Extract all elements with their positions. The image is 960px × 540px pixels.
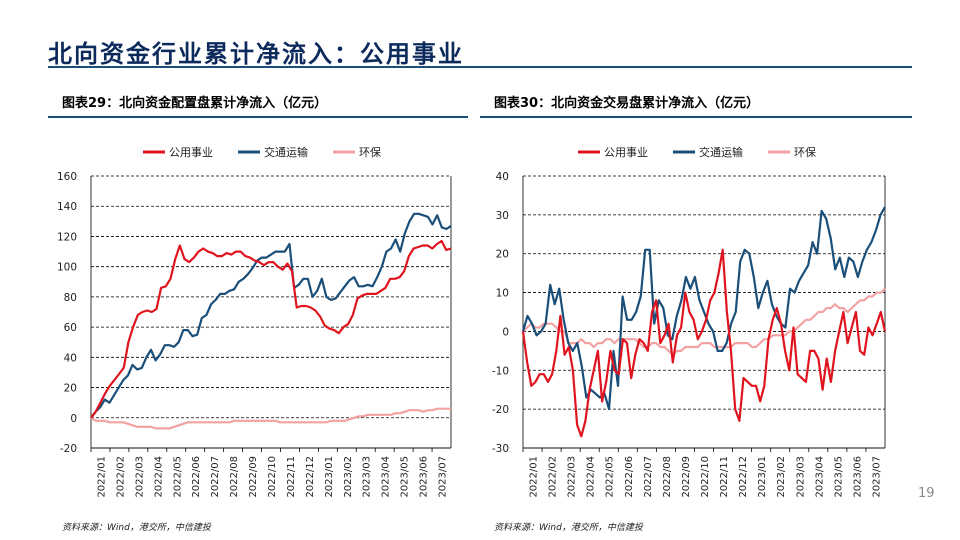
- page-number: 19: [918, 486, 935, 501]
- x-tick-label: 2023/01: [324, 456, 335, 498]
- y-tick-label: 140: [57, 201, 77, 213]
- y-tick-label: 80: [64, 292, 77, 304]
- y-tick-label: -20: [60, 443, 77, 455]
- x-tick-label: 2023/06: [419, 456, 430, 498]
- x-tick-label: 2023/05: [400, 456, 411, 498]
- chart-30-caption-divider: [480, 116, 912, 118]
- series-line-2: [90, 407, 451, 430]
- x-tick-label: 2022/01: [96, 456, 107, 498]
- x-tick-label: 2023/07: [438, 456, 449, 498]
- x-tick-label: 2023/04: [814, 456, 825, 498]
- series-line-1: [521, 206, 886, 411]
- y-tick-label: 20: [64, 383, 77, 395]
- chart-30-source-note: 资料来源：Wind，港交所，中信建投: [494, 523, 643, 533]
- y-tick-label: 20: [496, 249, 509, 261]
- series-line-2: [522, 287, 886, 356]
- legend-label-0: 公用事业: [604, 146, 648, 159]
- chart-30-caption: 图表30：北向资金交易盘累计净流入（亿元）: [494, 96, 760, 111]
- y-tick-label: -30: [492, 443, 509, 455]
- y-tick-label: 60: [64, 322, 77, 334]
- x-tick-label: 2023/05: [833, 456, 844, 498]
- x-tick-label: 2022/05: [172, 456, 183, 498]
- y-tick-label: 100: [57, 262, 77, 274]
- y-tick-label: 0: [502, 326, 509, 338]
- y-tick-label: 120: [57, 231, 77, 243]
- x-tick-label: 2022/06: [624, 456, 635, 498]
- y-tick-label: -10: [492, 365, 509, 377]
- y-tick-label: 40: [64, 352, 77, 364]
- x-tick-label: 2022/10: [700, 456, 711, 498]
- x-tick-label: 2022/09: [681, 456, 692, 498]
- legend-label-2: 环保: [794, 145, 816, 159]
- chart-29-source-note: 资料来源：Wind，港交所，中信建投: [62, 523, 211, 533]
- x-tick-label: 2022/03: [134, 456, 145, 498]
- x-tick-label: 2022/08: [662, 456, 673, 498]
- y-tick-label: -20: [492, 404, 509, 416]
- x-tick-label: 2022/01: [529, 456, 540, 498]
- title-divider: [48, 66, 912, 68]
- chart-29-cumulative-inflow: 公用事业 交通运输 环保 -20 0 20 40 60 80 100 120 140 160 2022/0…: [57, 145, 452, 498]
- series-line-1: [90, 212, 452, 419]
- legend-label-1: 交通运输: [699, 145, 743, 159]
- x-tick-label: 2022/12: [738, 456, 749, 498]
- x-tick-label: 2023/02: [776, 456, 787, 498]
- y-tick-label: 40: [496, 171, 509, 183]
- series-line-0: [90, 239, 452, 419]
- x-tick-label: 2022/10: [267, 456, 278, 498]
- x-tick-label: 2023/04: [381, 456, 392, 498]
- x-tick-label: 2023/07: [871, 456, 882, 498]
- y-tick-label: 160: [57, 171, 77, 183]
- chart-30-cumulative-inflow: 公用事业 交通运输 环保 -30 -20 -10 0 10 20 30 40 2022/01 2022/…: [492, 145, 887, 498]
- x-tick-label: 2022/11: [286, 456, 297, 498]
- y-tick-label: 10: [496, 288, 509, 300]
- x-tick-label: 2022/07: [210, 456, 221, 498]
- x-tick-label: 2022/04: [586, 456, 597, 498]
- x-tick-label: 2023/02: [343, 456, 354, 498]
- x-tick-label: 2022/04: [153, 456, 164, 498]
- legend-label-1: 交通运输: [264, 145, 308, 159]
- x-tick-label: 2022/11: [719, 456, 730, 498]
- chart-29-caption-divider: [48, 116, 468, 118]
- legend-label-2: 环保: [359, 145, 381, 159]
- series-line-0: [521, 248, 887, 438]
- x-tick-label: 2022/06: [191, 456, 202, 498]
- x-tick-label: 2022/03: [567, 456, 578, 498]
- x-tick-label: 2023/03: [362, 456, 373, 498]
- x-tick-label: 2022/07: [643, 456, 654, 498]
- x-tick-label: 2022/02: [548, 456, 559, 498]
- x-tick-label: 2022/12: [305, 456, 316, 498]
- chart-29-caption: 图表29：北向资金配置盘累计净流入（亿元）: [62, 96, 328, 111]
- slide-title: 北向资金行业累计净流入：公用事业: [48, 40, 464, 68]
- legend-label-0: 公用事业: [169, 146, 213, 159]
- x-tick-label: 2022/05: [605, 456, 616, 498]
- x-tick-label: 2022/09: [248, 456, 259, 498]
- y-tick-label: 30: [496, 210, 509, 222]
- x-tick-label: 2022/08: [229, 456, 240, 498]
- x-tick-label: 2023/03: [795, 456, 806, 498]
- x-tick-label: 2023/01: [757, 456, 768, 498]
- x-tick-label: 2022/02: [115, 456, 126, 498]
- x-tick-label: 2023/06: [852, 456, 863, 498]
- y-tick-label: 0: [70, 413, 77, 425]
